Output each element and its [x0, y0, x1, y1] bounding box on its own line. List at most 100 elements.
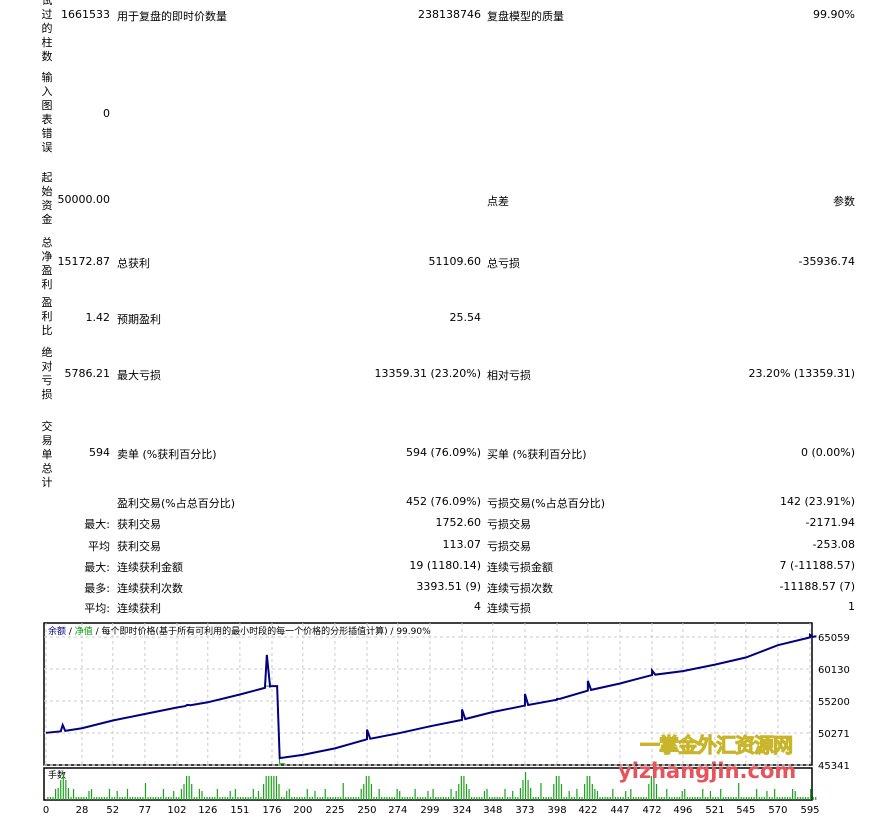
- row-value2: 238138746: [418, 8, 481, 21]
- volume-bar: [360, 789, 362, 800]
- row-value2: 113.07: [442, 538, 482, 551]
- row-label2: 连续获利次数: [117, 582, 183, 595]
- volume-bar: [509, 797, 511, 800]
- volume-bar: [88, 791, 90, 800]
- x-tick-label: 0: [43, 805, 49, 816]
- x-tick-label: 398: [547, 805, 566, 816]
- x-tick-label: 595: [800, 805, 819, 816]
- volume-bar: [263, 784, 265, 800]
- row-label3: 亏损交易: [487, 518, 531, 531]
- volume-bar: [506, 797, 509, 800]
- volume-bar: [147, 797, 149, 800]
- volume-bar: [586, 776, 588, 800]
- volume-bar: [571, 797, 573, 800]
- volume-bar: [748, 797, 750, 800]
- volume-bar: [568, 791, 570, 800]
- volume-bar: [111, 797, 113, 800]
- volume-bar: [49, 797, 52, 800]
- row-label: 总净盈利: [41, 236, 53, 291]
- volume-bar: [142, 797, 144, 800]
- volume-bar: [496, 797, 498, 800]
- y-tick-label: 60130: [818, 665, 850, 676]
- volume-bar: [679, 797, 681, 800]
- volume-bar: [488, 797, 491, 800]
- volume-bar: [170, 797, 172, 800]
- volume-bar: [699, 797, 701, 800]
- legend-balance: 余额: [48, 625, 66, 637]
- row-value3: -253.08: [812, 538, 855, 551]
- volume-bar: [183, 784, 185, 800]
- row-value: 594: [89, 446, 110, 459]
- volume-bar: [93, 797, 95, 800]
- volume-bar: [548, 797, 550, 800]
- volume-bar: [738, 783, 740, 800]
- volume-bar: [802, 797, 804, 800]
- volume-bar: [694, 797, 696, 800]
- row-value2: 594 (76.09%): [405, 446, 481, 459]
- volume-bar: [116, 791, 118, 800]
- volume-bar: [789, 797, 791, 800]
- volume-bar: [807, 797, 809, 800]
- x-tick-label: 126: [198, 805, 217, 816]
- volume-bar: [756, 789, 758, 800]
- x-tick-label: 545: [736, 805, 755, 816]
- x-tick-label: 324: [452, 805, 471, 816]
- volume-bar: [358, 797, 360, 800]
- x-tick-label: 447: [610, 805, 629, 816]
- volume-bar: [666, 789, 668, 800]
- row-value2: 452 (76.09%): [405, 495, 481, 508]
- row-label2: 最大亏损: [117, 369, 161, 382]
- watermark-cn: 一掌金外汇资源网: [640, 733, 794, 758]
- volume-bar: [370, 784, 373, 800]
- volume-bar: [584, 784, 586, 800]
- volume-bar: [196, 797, 198, 800]
- volume-bar: [609, 797, 611, 800]
- volume-bar: [291, 797, 293, 800]
- volume-bar: [96, 797, 98, 800]
- volume-bar: [234, 789, 236, 800]
- volume-bar: [175, 797, 177, 800]
- watermark-url: yizhangjin.com: [618, 759, 797, 783]
- volume-bar: [617, 797, 619, 800]
- volume-bar: [119, 797, 121, 800]
- volume-bar: [306, 789, 308, 800]
- volume-bar: [637, 797, 640, 800]
- row-label2: 卖单 (%获利百分比): [117, 448, 217, 461]
- row-label2: 连续获利: [117, 602, 161, 615]
- volume-bar: [812, 797, 814, 800]
- row-label: 绝对亏损: [41, 346, 53, 401]
- volume-bar: [476, 797, 478, 800]
- row-label2: 连续获利金额: [117, 561, 183, 574]
- volume-bar: [643, 797, 645, 800]
- volume-bar: [632, 797, 635, 800]
- volume-bar: [684, 789, 686, 800]
- volume-bar: [216, 789, 218, 800]
- volume-bar: [689, 797, 691, 800]
- volume-bar: [237, 797, 239, 800]
- volume-bar: [517, 797, 519, 800]
- volume-bar: [576, 789, 578, 800]
- volume-label: 手数: [48, 769, 66, 781]
- x-tick-label: 250: [357, 805, 376, 816]
- row-value3: 参数: [833, 195, 855, 208]
- x-tick-label: 77: [139, 805, 152, 816]
- volume-bar: [440, 797, 442, 800]
- volume-bar: [173, 791, 175, 800]
- volume-bar: [625, 791, 627, 800]
- volume-bar: [558, 776, 560, 800]
- volume-bar: [399, 791, 401, 800]
- row-value3: 0 (0.00%): [800, 446, 855, 459]
- volume-bar: [132, 797, 134, 800]
- volume-bar: [522, 780, 524, 800]
- row-label3: 复盘模型的质量: [487, 10, 564, 23]
- row-label3: 连续亏损次数: [487, 582, 553, 595]
- volume-bar: [239, 797, 242, 800]
- volume-bar: [483, 791, 486, 800]
- volume-bar: [301, 797, 303, 800]
- volume-bar: [245, 797, 247, 800]
- volume-bar: [391, 797, 393, 800]
- volume-bar: [334, 797, 337, 800]
- volume-bar: [799, 797, 801, 800]
- volume-bar: [314, 791, 316, 800]
- volume-bar: [527, 780, 529, 800]
